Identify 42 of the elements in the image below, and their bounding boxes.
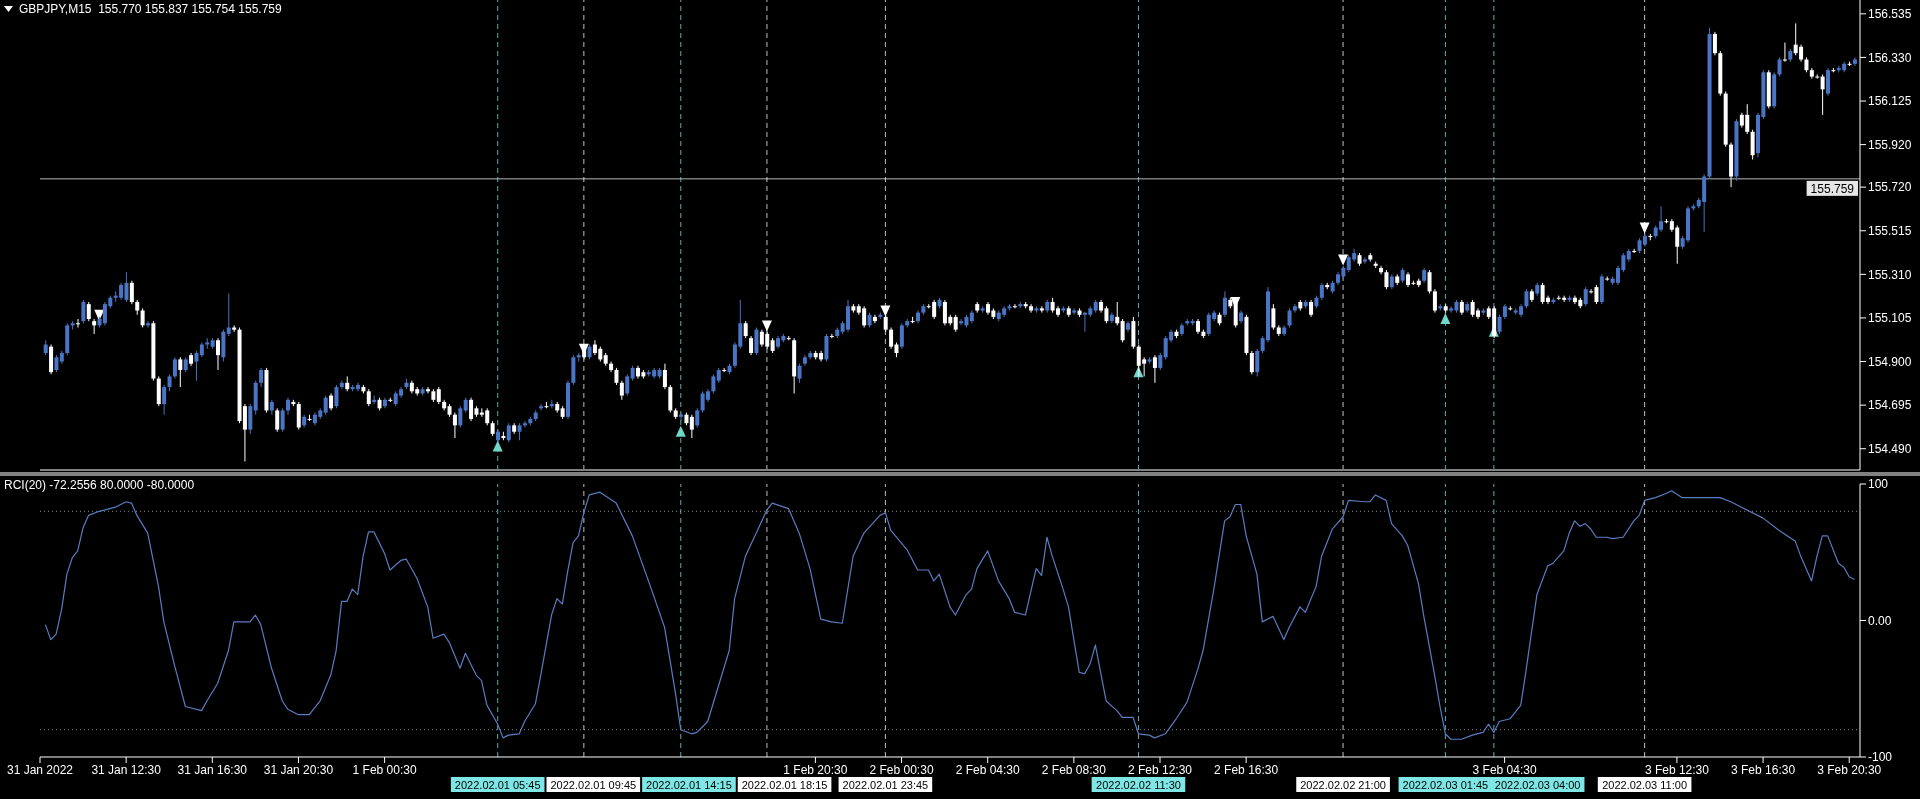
y-tick-label: 155.720 — [1868, 180, 1912, 195]
ref-line-label: 2022.02.01 18:15 — [741, 778, 828, 791]
y-tick-label: 154.900 — [1868, 354, 1912, 369]
x-tick-label: 2 Feb 16:30 — [1214, 762, 1279, 777]
y-tick-label: 155.515 — [1868, 224, 1912, 239]
x-tick-label: 1 Feb 00:30 — [352, 762, 417, 777]
ref-line-label: 2022.02.01 09:45 — [550, 778, 637, 791]
ref-line-label: 2022.02.03 04:00 — [1494, 778, 1581, 791]
x-tick-label: 31 Jan 12:30 — [91, 762, 162, 777]
x-tick-label: 3 Feb 12:30 — [1644, 762, 1710, 777]
y-tick-label: -100 — [1868, 750, 1893, 765]
ref-line-label: 2022.02.03 11:00 — [1602, 778, 1688, 791]
ref-line-label: 2022.02.01 05:45 — [454, 778, 541, 791]
ref-line-label: 2022.02.02 21:00 — [1300, 778, 1386, 791]
ref-line-label: 2022.02.01 14:15 — [646, 778, 732, 791]
y-tick-label: 154.490 — [1868, 441, 1912, 456]
x-tick-label: 2 Feb 08:30 — [1041, 762, 1107, 777]
x-tick-label: 31 Jan 2022 — [6, 762, 74, 777]
ref-line-label: 2022.02.03 01:45 — [1402, 778, 1489, 791]
x-tick-label: 3 Feb 20:30 — [1817, 762, 1882, 777]
y-tick-label: 100 — [1868, 477, 1889, 492]
y-tick-label: 0.00 — [1868, 613, 1892, 628]
x-tick-label: 31 Jan 20:30 — [263, 762, 334, 777]
y-tick-label: 155.920 — [1868, 137, 1912, 152]
x-tick-label: 3 Feb 04:30 — [1472, 762, 1537, 777]
y-tick-label: 155.105 — [1868, 311, 1912, 326]
ref-line-label: 2022.02.02 11:30 — [1096, 778, 1181, 791]
ref-line-label: 2022.02.01 23:45 — [842, 778, 929, 791]
chart-title: GBPJPY,M15 155.770 155.837 155.754 155.759 — [19, 2, 282, 16]
x-tick-label: 2 Feb 04:30 — [955, 762, 1021, 777]
x-tick-label: 3 Feb 16:30 — [1731, 762, 1796, 777]
x-tick-label: 1 Feb 20:30 — [783, 762, 848, 777]
y-tick-label: 156.125 — [1868, 94, 1912, 109]
x-tick-label: 31 Jan 16:30 — [177, 762, 248, 777]
chart-title: RCI(20) -72.2556 80.0000 -80.0000 — [4, 478, 195, 492]
y-tick-label: 156.535 — [1868, 7, 1912, 22]
y-tick-label: 155.310 — [1868, 267, 1912, 282]
y-tick-label: 156.330 — [1868, 50, 1912, 65]
ref-line-label: 155.759 — [1810, 181, 1855, 196]
x-tick-label: 2 Feb 00:30 — [869, 762, 934, 777]
x-tick-label: 2 Feb 12:30 — [1127, 762, 1193, 777]
y-tick-label: 154.695 — [1868, 398, 1912, 413]
